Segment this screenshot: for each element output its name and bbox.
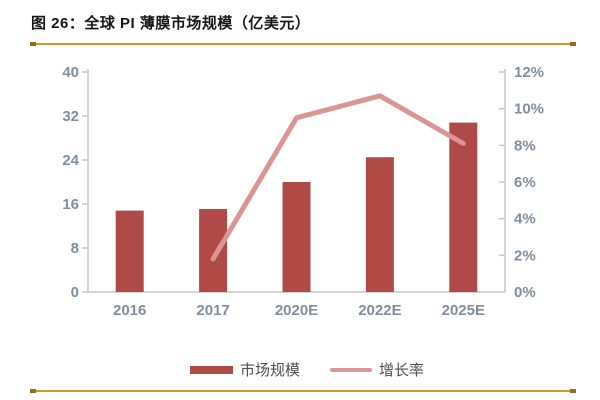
left-axis-tick-label: 8 [71,240,79,257]
bar-2017 [199,208,228,292]
x-label-2017: 2017 [196,302,229,319]
bar-2022E [365,157,394,292]
chart-legend: 市场规模 增长率 [0,359,600,380]
legend-item-market-size: 市场规模 [189,359,300,380]
divider-endcap [30,42,36,46]
bar-2025E [449,122,478,292]
x-label-2022E: 2022E [358,302,401,319]
left-axis-tick-label: 32 [62,108,79,125]
divider-endcap [570,389,576,393]
divider-endcap [570,42,576,46]
right-axis-tick-label: 10% [514,101,544,118]
x-label-2025E: 2025E [442,302,485,319]
right-axis-tick-label: 12% [514,64,544,81]
right-axis-tick-label: 6% [514,174,536,191]
right-axis-tick-label: 4% [514,211,536,228]
right-axis-tick-label: 0% [514,284,536,301]
x-label-2020E: 2020E [275,302,318,319]
left-axis-tick-label: 24 [62,152,79,169]
legend-label-market-size: 市场规模 [239,362,300,379]
legend-label-growth-rate: 增长率 [379,362,425,379]
left-axis-tick-label: 0 [71,284,79,301]
top-divider [30,42,576,46]
bottom-divider [30,389,576,393]
growth-rate-line [210,93,466,262]
left-axis-tick-label: 16 [62,196,79,213]
figure-caption: 图 26：全球 PI 薄膜市场规模（亿美元） [31,15,311,32]
right-axis-tick-label: 2% [514,247,536,264]
line-series-swatch-icon [330,367,372,372]
bar-2020E [282,182,311,292]
left-axis-tick-label: 40 [62,64,79,81]
bar-series-swatch-icon [189,365,233,374]
right-axis-tick-label: 8% [514,137,536,154]
divider-endcap [30,389,36,393]
x-label-2016: 2016 [113,302,146,319]
bar-2016 [115,210,144,292]
legend-item-growth-rate: 增长率 [330,359,424,380]
